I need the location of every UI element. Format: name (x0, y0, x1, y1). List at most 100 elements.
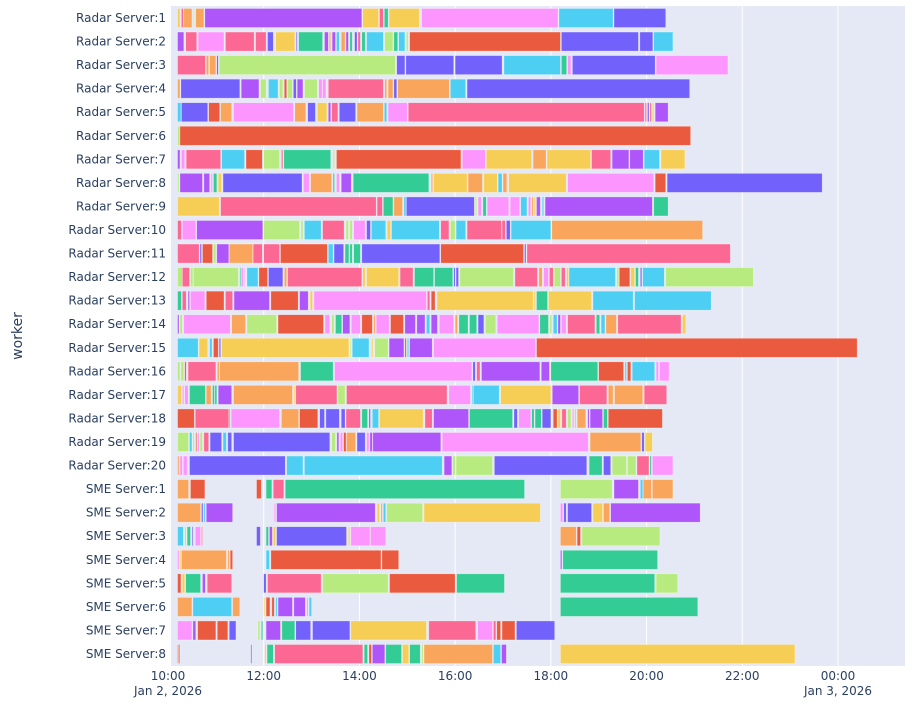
task-bar[interactable] (531, 196, 534, 217)
task-bar[interactable] (393, 78, 398, 99)
task-bar[interactable] (240, 78, 260, 99)
task-bar[interactable] (272, 479, 285, 499)
task-bar[interactable] (265, 549, 270, 570)
task-bar[interactable] (308, 597, 312, 617)
task-bar[interactable] (600, 314, 606, 335)
task-bar[interactable] (454, 314, 458, 335)
task-bar[interactable] (218, 55, 396, 75)
task-bar[interactable] (370, 526, 387, 547)
task-bar[interactable] (177, 55, 206, 75)
task-bar[interactable] (567, 314, 596, 335)
task-bar[interactable] (192, 620, 197, 641)
task-bar[interactable] (349, 243, 353, 264)
task-bar[interactable] (598, 361, 624, 382)
task-bar[interactable] (201, 526, 203, 547)
task-bar[interactable] (336, 173, 340, 193)
task-bar[interactable] (182, 267, 190, 287)
task-bar[interactable] (439, 314, 455, 335)
task-bar[interactable] (179, 125, 691, 146)
task-bar[interactable] (179, 314, 183, 335)
task-bar[interactable] (346, 432, 356, 452)
task-bar[interactable] (240, 267, 244, 287)
task-bar[interactable] (274, 644, 364, 664)
task-bar[interactable] (652, 479, 674, 499)
task-bar[interactable] (534, 408, 542, 429)
task-bar[interactable] (371, 337, 374, 358)
task-bar[interactable] (589, 432, 642, 452)
task-bar[interactable] (205, 55, 209, 75)
task-bar[interactable] (210, 173, 213, 193)
task-bar[interactable] (205, 290, 225, 311)
task-bar[interactable] (458, 314, 469, 335)
task-bar[interactable] (276, 526, 347, 547)
task-bar[interactable] (343, 432, 347, 452)
task-bar[interactable] (275, 31, 296, 52)
task-bar[interactable] (268, 267, 284, 287)
task-bar[interactable] (500, 385, 552, 405)
task-bar[interactable] (304, 78, 318, 99)
task-bar[interactable] (443, 455, 453, 476)
task-bar[interactable] (280, 243, 328, 264)
task-bar[interactable] (536, 196, 541, 217)
task-bar[interactable] (213, 173, 218, 193)
task-bar[interactable] (455, 267, 459, 287)
task-bar[interactable] (287, 78, 293, 99)
task-bar[interactable] (187, 361, 217, 382)
task-bar[interactable] (177, 361, 181, 382)
task-bar[interactable] (177, 78, 181, 99)
task-bar[interactable] (607, 385, 614, 405)
task-bar[interactable] (440, 220, 450, 240)
task-bar[interactable] (543, 267, 549, 287)
task-bar[interactable] (246, 267, 259, 287)
task-bar[interactable] (350, 526, 371, 547)
task-bar[interactable] (561, 408, 567, 429)
task-bar[interactable] (190, 290, 206, 311)
task-bar[interactable] (230, 408, 280, 429)
task-bar[interactable] (380, 502, 383, 523)
task-bar[interactable] (331, 432, 336, 452)
task-bar[interactable] (568, 267, 616, 287)
task-bar[interactable] (361, 314, 373, 335)
task-bar[interactable] (345, 220, 349, 240)
task-bar[interactable] (510, 220, 552, 240)
task-bar[interactable] (304, 455, 443, 476)
task-bar[interactable] (263, 243, 280, 264)
task-bar[interactable] (455, 220, 466, 240)
task-bar[interactable] (298, 31, 323, 52)
task-bar[interactable] (655, 573, 678, 594)
task-bar[interactable] (391, 220, 440, 240)
task-bar[interactable] (283, 149, 332, 170)
task-bar[interactable] (256, 526, 261, 547)
task-bar[interactable] (375, 314, 390, 335)
task-bar[interactable] (332, 173, 335, 193)
task-bar[interactable] (361, 408, 368, 429)
task-bar[interactable] (263, 597, 266, 617)
task-bar[interactable] (383, 196, 394, 217)
task-bar[interactable] (508, 173, 567, 193)
task-bar[interactable] (538, 267, 543, 287)
task-bar[interactable] (324, 314, 331, 335)
task-bar[interactable] (216, 620, 229, 641)
task-bar[interactable] (613, 479, 639, 499)
task-bar[interactable] (322, 220, 345, 240)
task-bar[interactable] (618, 267, 631, 287)
task-bar[interactable] (221, 337, 350, 358)
task-bar[interactable] (295, 31, 298, 52)
task-bar[interactable] (233, 432, 331, 452)
task-bar[interactable] (610, 502, 701, 523)
task-bar[interactable] (403, 196, 407, 217)
task-bar[interactable] (181, 549, 227, 570)
task-bar[interactable] (182, 220, 197, 240)
task-bar[interactable] (177, 432, 189, 452)
task-bar[interactable] (209, 337, 213, 358)
task-bar[interactable] (455, 455, 493, 476)
task-bar[interactable] (561, 314, 567, 335)
task-bar[interactable] (196, 220, 264, 240)
task-bar[interactable] (229, 549, 233, 570)
task-bar[interactable] (324, 31, 329, 52)
task-bar[interactable] (197, 432, 200, 452)
task-bar[interactable] (345, 408, 361, 429)
task-bar[interactable] (192, 432, 195, 452)
task-bar[interactable] (339, 102, 356, 123)
task-bar[interactable] (227, 549, 230, 570)
